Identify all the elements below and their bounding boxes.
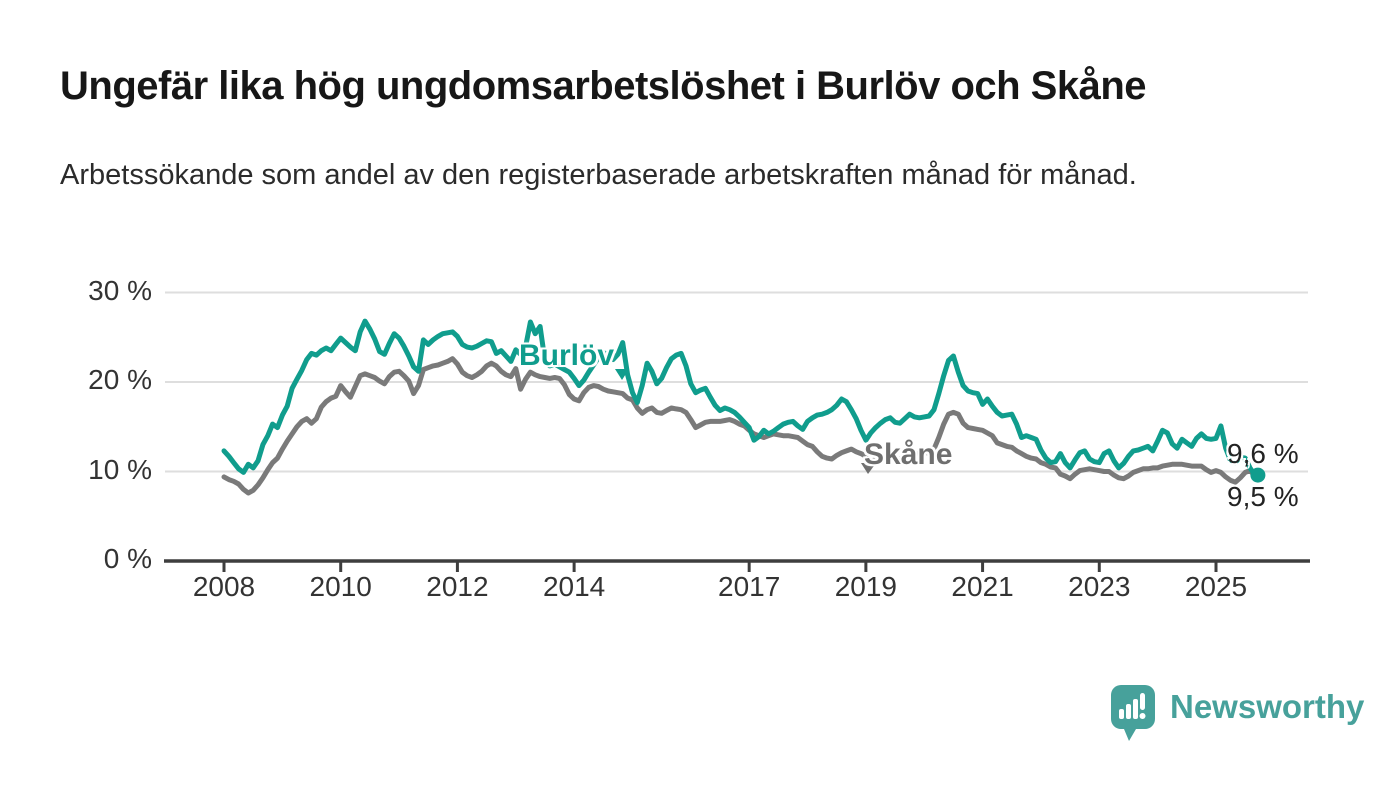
x-tick-label: 2010 (309, 571, 372, 602)
series-label-skane: Skåne (864, 438, 953, 471)
x-axis (164, 559, 1310, 572)
brand-wordmark: Newsworthy (1170, 688, 1365, 725)
x-tick-label: 2025 (1184, 571, 1248, 602)
x-tick-label: 2012 (426, 571, 489, 602)
y-tick-label: 30 % (88, 274, 152, 306)
brand-footer: Newsworthy (1110, 684, 1364, 742)
x-tick-label: 2019 (834, 571, 898, 602)
gridlines (165, 291, 1308, 473)
skane-end-value: 9,5 % (1227, 481, 1299, 512)
x-tick-label: 2008 (192, 571, 256, 602)
page-title: Ungefär lika hög ungdomsarbetslöshet i B… (60, 64, 1147, 108)
x-tick-label: 2014 (542, 571, 606, 602)
y-tick-label: 20 % (88, 364, 152, 395)
x-tick-label: 2021 (951, 571, 1014, 602)
series-label-burlov: Burlöv (519, 339, 615, 372)
y-tick-label: 10 % (88, 453, 152, 485)
burlov-series-line (221, 318, 1258, 478)
y-tick-label: 0 % (103, 543, 152, 574)
burlov-end-marker (1250, 467, 1266, 483)
skane-series-line (221, 356, 1258, 496)
x-tick-label: 2017 (718, 571, 781, 602)
x-tick-label: 2023 (1068, 571, 1131, 602)
burlov-label-pointer-icon (615, 369, 629, 380)
skane-label-pointer-icon (861, 463, 876, 474)
page-subtitle: Arbetssökande som andel av den registerb… (60, 159, 1137, 191)
newsworthy-logo-icon (1111, 685, 1155, 741)
burlov-end-value: 9,6 % (1227, 438, 1299, 469)
